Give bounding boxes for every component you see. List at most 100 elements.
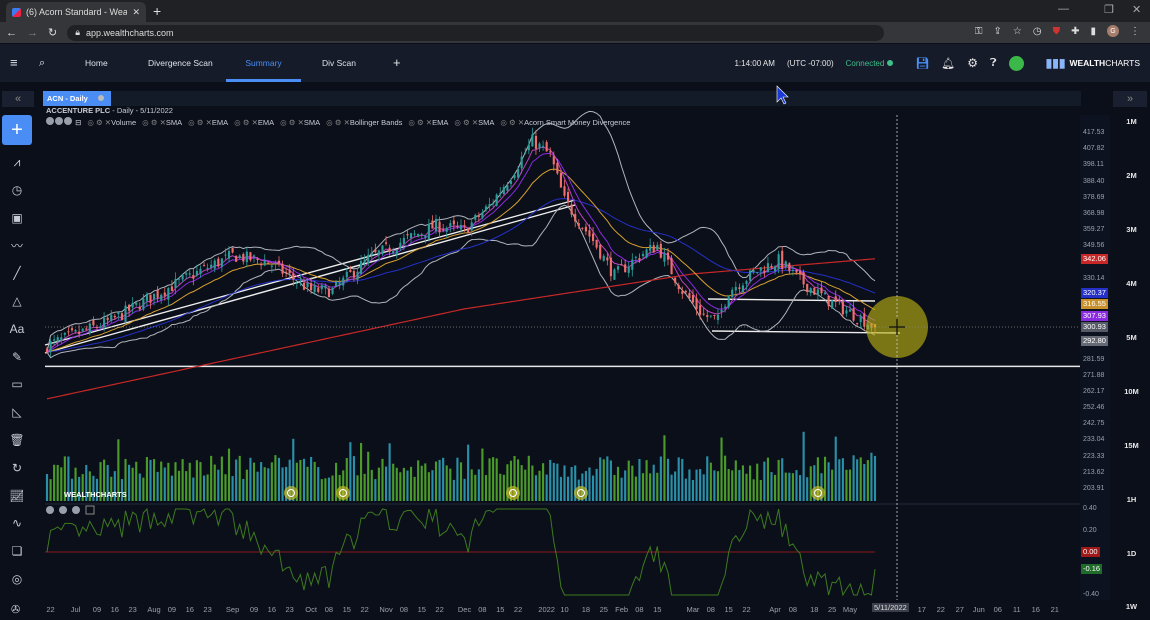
volume-bar — [691, 479, 695, 501]
osc-tick: -0.40 — [1083, 591, 1099, 598]
browser-tab[interactable]: (6) Acorn Standard - WealthCharts ✕ — [6, 2, 146, 22]
angle-icon[interactable]: ◺ — [12, 405, 22, 420]
profile-avatar[interactable]: G — [1107, 25, 1119, 37]
star-icon[interactable]: ☆ — [1012, 25, 1022, 37]
timeframe-10m[interactable]: 10M — [1124, 387, 1139, 396]
volume-bar — [438, 459, 441, 501]
candle — [181, 273, 184, 283]
timeframe-1m[interactable]: 1M — [1126, 117, 1137, 126]
indicator-ema[interactable]: ◎ ⚙ ✕EMA — [188, 117, 229, 127]
timeframe-2m[interactable]: 2M — [1126, 171, 1137, 180]
candle — [599, 244, 602, 261]
trend-line[interactable] — [44, 199, 576, 346]
indicator-sma[interactable]: ◎ ⚙ ✕SMA — [454, 117, 495, 127]
forward-icon[interactable]: → — [27, 26, 38, 39]
signal-icon[interactable] — [506, 486, 520, 500]
reload-icon[interactable]: ↻ — [48, 27, 58, 39]
volume-bar — [463, 478, 466, 501]
timeframe-15m[interactable]: 15M — [1124, 441, 1139, 450]
hamburger-icon[interactable]: ≡ — [10, 55, 18, 70]
settings-wheel-icon[interactable]: ✇ — [11, 604, 21, 616]
ruler-icon[interactable]: ▭ — [11, 377, 23, 392]
signal-icon[interactable] — [811, 486, 825, 500]
bell-icon[interactable]: 🔔︎ — [941, 57, 956, 70]
tab-div-scan[interactable]: Div Scan — [322, 58, 357, 68]
minimize-button[interactable]: — — [1058, 3, 1069, 15]
osc-pane-controls[interactable] — [46, 505, 95, 515]
date-label: Dec — [457, 605, 472, 614]
path-icon[interactable]: ∿ — [11, 516, 23, 531]
key-icon[interactable]: ⚿ — [974, 25, 983, 37]
shapes-icon[interactable]: △ — [12, 294, 22, 308]
gear-icon[interactable]: ⚙ — [967, 56, 979, 70]
trend-icon[interactable]: 〰 — [10, 238, 23, 253]
volume-bar — [467, 444, 470, 501]
help-icon[interactable]: ❓︎ — [990, 56, 997, 69]
close-window-button[interactable]: ✕ — [1132, 4, 1142, 16]
location-icon[interactable] — [1008, 55, 1024, 71]
indicators-icon[interactable]: ⩘ — [13, 154, 21, 169]
search-icon[interactable]: ⌕ — [39, 57, 46, 69]
trash-icon[interactable]: 🗑︎ — [9, 433, 25, 447]
share-icon[interactable]: ⇪ — [993, 25, 1002, 37]
sidepanel-icon[interactable]: ▮ — [1090, 25, 1096, 37]
text-icon[interactable]: Aa — [9, 321, 25, 336]
collapse-right-button[interactable]: » — [1113, 91, 1147, 107]
line-icon[interactable]: ╱ — [13, 266, 21, 281]
back-icon[interactable]: ← — [6, 26, 17, 39]
restore-button[interactable]: ❐ — [1104, 4, 1114, 16]
indicator-ema[interactable]: ◎ ⚙ ✕EMA — [408, 117, 449, 127]
timeframe-1d[interactable]: 1D — [1126, 549, 1137, 558]
clock-signal-icon[interactable] — [336, 486, 350, 500]
indicator-sma[interactable]: ◎ ⚙ ✕SMA — [280, 117, 321, 127]
new-tab-button[interactable]: + — [153, 3, 162, 19]
chart-tab[interactable]: ACN - Daily — [43, 91, 111, 106]
date-label: 16 — [267, 605, 277, 614]
tab-home[interactable]: Home — [85, 58, 108, 68]
crosshair-icon[interactable]: ◎ — [11, 572, 23, 586]
add-button[interactable]: + — [2, 115, 32, 145]
extensions-icon[interactable]: ✚ — [1071, 25, 1080, 37]
indicator-acorn-smart-money-divergence[interactable]: ◎ ⚙ ✕Acorn Smart Money Divergence — [500, 117, 631, 127]
chart-icon[interactable]: 📈︎ — [9, 488, 25, 503]
close-tab-icon[interactable]: ✕ — [132, 6, 140, 17]
candle — [552, 151, 555, 171]
candle — [138, 302, 141, 312]
indicator-sma[interactable]: ◎ ⚙ ✕SMA — [142, 117, 183, 127]
url-input[interactable]: 🔒︎ app.wealthcharts.com — [67, 24, 884, 41]
timeframe-4m[interactable]: 4M — [1126, 279, 1137, 288]
timezone[interactable]: (UTC -07:00) — [786, 58, 834, 68]
sync-icon[interactable]: ↻ — [11, 460, 23, 475]
history-icon[interactable]: ◷ — [1032, 25, 1042, 37]
ublock-icon[interactable]: ⛊ — [1052, 25, 1061, 37]
indicator-bollinger-bands[interactable]: ◎ ⚙ ✕Bollinger Bands — [326, 117, 403, 127]
pencil-icon[interactable]: ✎ — [11, 349, 23, 364]
date-label: 09 — [249, 605, 259, 614]
trend-line[interactable] — [44, 204, 576, 354]
price-axis[interactable]: 417.53 407.82 398.11 388.40 378.69 368.98 359.… — [1080, 115, 1110, 600]
timeframe-3m[interactable]: 3M — [1126, 225, 1137, 234]
layers-icon[interactable]: ❏ — [11, 544, 23, 559]
date-label: 17 — [917, 605, 926, 614]
menu-icon[interactable]: ⋮ — [1130, 25, 1140, 37]
indicator-ema[interactable]: ◎ ⚙ ✕EMA — [234, 117, 275, 127]
volume-bar — [542, 463, 545, 501]
timeframe-1h[interactable]: 1H — [1126, 495, 1137, 504]
browser-tab-bar: (6) Acorn Standard - WealthCharts ✕ + — ❐… — [0, 0, 1150, 22]
tab-divergence-scan[interactable]: Divergence Scan — [148, 58, 213, 68]
date-axis[interactable]: 22 Jul 09 16 23 Aug 09 16 23 Sep 09 16 23 Oct 08 15 22 No… — [0, 600, 1080, 620]
timeframe-1w[interactable]: 1W — [1125, 602, 1138, 611]
calendar-icon[interactable]: ▣ — [11, 210, 23, 225]
tab-summary[interactable]: Summary — [226, 44, 301, 82]
clock-icon[interactable]: ◷ — [11, 182, 23, 197]
save-icon[interactable]: 💾︎ — [915, 57, 930, 70]
pane-controls[interactable]: ⊟ — [46, 117, 81, 127]
signal-icon[interactable] — [284, 486, 298, 500]
clock-signal-icon[interactable] — [574, 486, 588, 500]
timeframe-5m[interactable]: 5M — [1126, 333, 1137, 342]
collapse-left-button[interactable]: « — [2, 91, 34, 107]
add-tab-button[interactable]: + — [393, 55, 401, 70]
volume-bar — [688, 469, 691, 501]
indicator-volume[interactable]: ◎ ⚙ ✕Volume — [87, 117, 137, 127]
